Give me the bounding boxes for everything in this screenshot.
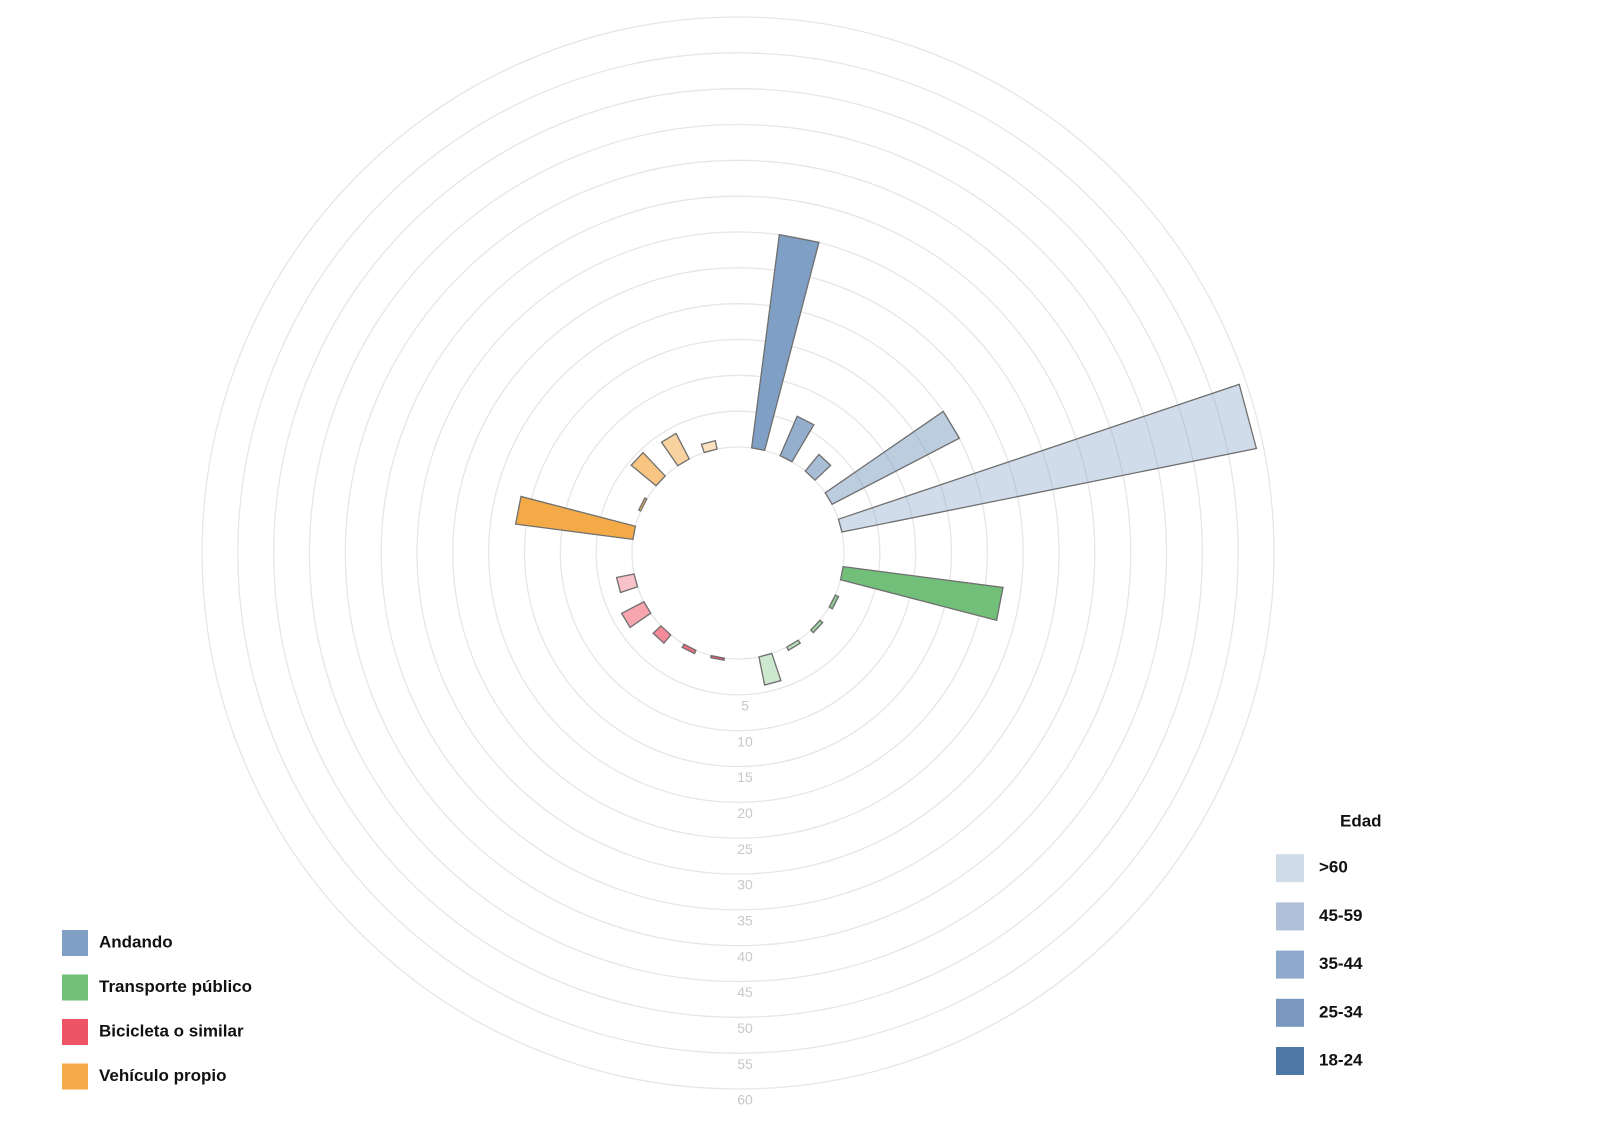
r-tick-label: 10 xyxy=(737,733,753,749)
age-legend-swatch xyxy=(1276,902,1304,931)
bar xyxy=(660,432,691,467)
r-tick-label: 35 xyxy=(737,913,753,929)
grid-ring xyxy=(523,338,953,768)
r-tick-label: 50 xyxy=(737,1020,753,1036)
age-legend-title: Edad xyxy=(1340,811,1382,830)
age-legend-swatch xyxy=(1276,1047,1304,1075)
r-tick-label: 45 xyxy=(737,984,753,1000)
legend-swatch xyxy=(62,1019,88,1045)
r-tick-label: 25 xyxy=(737,841,753,857)
bar xyxy=(809,619,824,634)
bar xyxy=(709,654,726,662)
age-legend-label: 18-24 xyxy=(1319,1050,1363,1069)
bar xyxy=(681,643,697,655)
legend-label: Vehículo propio xyxy=(99,1066,227,1085)
bar xyxy=(824,410,961,506)
r-tick-label: 5 xyxy=(741,698,749,714)
age-legend-swatch xyxy=(1276,998,1304,1027)
r-tick-label: 20 xyxy=(737,805,753,821)
bar xyxy=(839,565,1004,622)
grid-ring xyxy=(416,231,1060,875)
age-legend-label: 45-59 xyxy=(1319,906,1362,925)
bar xyxy=(637,497,648,512)
r-tick-label: 15 xyxy=(737,769,753,785)
bar xyxy=(828,594,840,610)
grid-ring xyxy=(452,267,1024,839)
grid-ring xyxy=(237,52,1239,1054)
bar xyxy=(804,453,832,482)
age-legend-label: 25-34 xyxy=(1319,1002,1363,1021)
grid-ring xyxy=(308,123,1168,983)
bar xyxy=(837,383,1258,533)
r-tick-label: 40 xyxy=(737,948,753,964)
legend-swatch xyxy=(62,1063,88,1090)
legend-swatch xyxy=(62,930,88,956)
bar xyxy=(700,439,718,454)
r-tick-label: 55 xyxy=(737,1056,753,1072)
r-tick-label: 60 xyxy=(737,1092,753,1108)
r-tick-label: 30 xyxy=(737,877,753,893)
legend-swatch xyxy=(62,974,88,1001)
grid-ring xyxy=(273,88,1203,1018)
bar xyxy=(758,652,782,686)
grid-ring xyxy=(559,374,917,732)
legend-label: Transporte público xyxy=(99,977,252,996)
grid-ring xyxy=(380,195,1096,911)
bar xyxy=(630,451,667,487)
axis-circle xyxy=(631,446,845,660)
age-legend-label: 35-44 xyxy=(1319,954,1363,973)
bar xyxy=(514,495,637,541)
age-legend-swatch xyxy=(1276,950,1304,979)
bar xyxy=(615,573,639,594)
bar xyxy=(620,600,652,629)
bar xyxy=(750,233,820,452)
grid-ring xyxy=(201,16,1275,1090)
bar xyxy=(779,415,815,463)
grid-ring xyxy=(595,410,881,696)
grid-ring xyxy=(344,159,1132,947)
grid-ring xyxy=(488,303,988,803)
age-legend-swatch xyxy=(1276,854,1304,883)
age-legend-label: >60 xyxy=(1319,858,1348,877)
bar xyxy=(652,624,672,645)
bar xyxy=(785,639,802,652)
legend-label: Andando xyxy=(99,932,173,951)
legend-label: Bicicleta o similar xyxy=(99,1021,244,1040)
